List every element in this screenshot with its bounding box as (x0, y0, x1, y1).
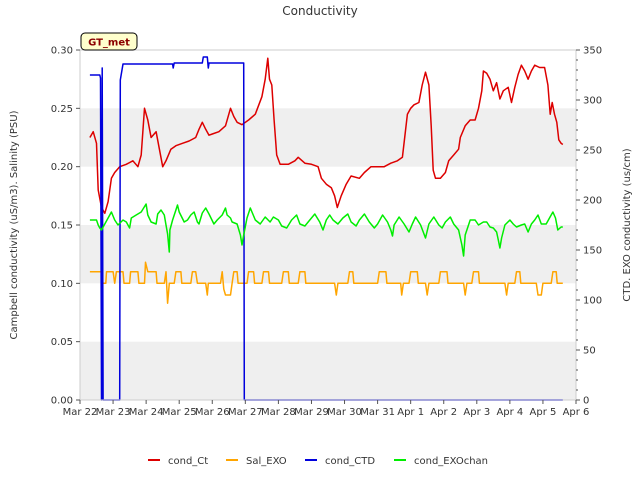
series-line-cond-exochan (89, 203, 563, 257)
x-tick-label: Mar 27 (228, 407, 263, 418)
series-line-sal-exo (89, 261, 563, 304)
series-line-cond-ct (89, 57, 564, 215)
y-right-tick-label: 150 (583, 246, 602, 257)
x-tick-label: Apr 5 (530, 407, 557, 418)
x-tick-label: Mar 28 (261, 407, 296, 418)
grid-band (80, 225, 576, 284)
y-right-tick-label: 200 (583, 196, 602, 207)
x-tick-label: Mar 25 (162, 407, 197, 418)
gt-met-annotation: GT_met (80, 32, 138, 51)
x-tick-label: Apr 6 (563, 407, 590, 418)
y-left-tick-label: 0.15 (51, 221, 73, 232)
y-right-tick-label: 300 (583, 96, 602, 107)
y-left-tick-label: 0.10 (51, 279, 73, 290)
legend-label: cond_Ct (168, 456, 208, 467)
legend-label: cond_EXOchan (414, 456, 488, 467)
x-tick-label: Mar 29 (294, 407, 329, 418)
x-tick-label: Apr 3 (463, 407, 490, 418)
y-axis-left-label: Campbell conductivity (uS/m3). Salinity … (9, 110, 20, 339)
annotation-label: GT_met (88, 38, 130, 49)
x-tick-label: Mar 30 (327, 407, 362, 418)
y-right-tick-label: 350 (583, 46, 602, 57)
x-tick-label: Mar 31 (360, 407, 395, 418)
y-left-tick-label: 0.05 (51, 337, 73, 348)
x-tick-label: Mar 26 (195, 407, 230, 418)
x-tick-label: Apr 1 (397, 407, 424, 418)
chart-title: Conductivity (282, 4, 357, 18)
annotation-box (80, 32, 138, 51)
legend: cond_Ct Sal_EXO cond_CTD cond_EXOchan (148, 456, 488, 467)
y-right-tick-label: 250 (583, 146, 602, 157)
legend-label: Sal_EXO (246, 456, 287, 467)
y-right-tick-label: 50 (583, 346, 596, 357)
y-axis-right-label: CTD. EXO conductivity (us/cm) (622, 148, 633, 301)
y-right-tick-label: 0 (583, 396, 589, 407)
y-right-tick-label: 100 (583, 296, 602, 307)
x-tick-label: Apr 2 (430, 407, 457, 418)
background-bands (80, 50, 576, 400)
legend-label: cond_CTD (325, 456, 375, 467)
y-left-tick-label: 0.00 (51, 396, 73, 407)
x-tick-label: Mar 23 (96, 407, 131, 418)
y-left-tick-label: 0.20 (51, 162, 73, 173)
x-tick-label: Mar 22 (63, 407, 98, 418)
y-left-tick-label: 0.30 (51, 46, 73, 57)
grid-band (80, 341, 576, 400)
grid-band (80, 108, 576, 167)
x-tick-label: Mar 24 (129, 407, 164, 418)
x-tick-label: Apr 4 (496, 407, 523, 418)
y-left-tick-label: 0.25 (51, 104, 73, 115)
